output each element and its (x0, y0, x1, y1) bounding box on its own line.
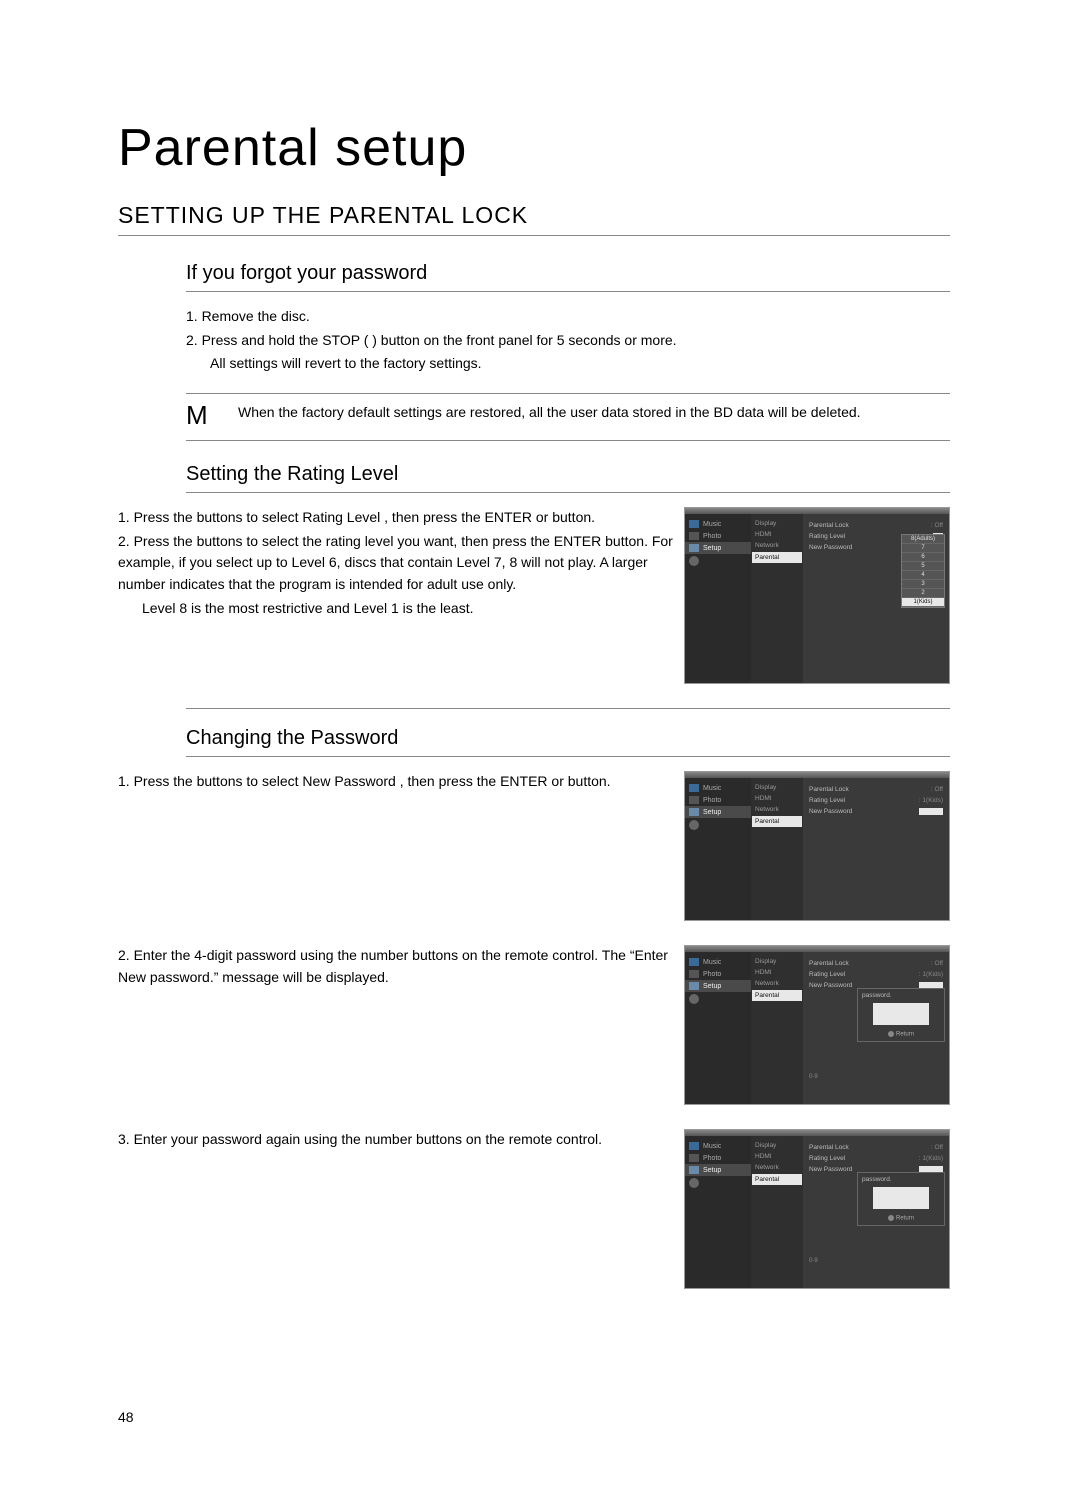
sidebar-item-setup: Setup (703, 809, 721, 816)
opt-label: New Password (809, 808, 852, 815)
mid-item-selected: Parental (752, 816, 802, 827)
opt-value: : 1(Kids) (919, 971, 943, 978)
num-hint: 0-9 (809, 1074, 818, 1080)
mid-item: Display (755, 1140, 799, 1151)
pw-label: password. (862, 992, 940, 999)
mid-item: Network (755, 804, 799, 815)
password-dialog: password. Return (857, 988, 945, 1042)
opt-value: : 1(Kids) (919, 797, 943, 804)
step-text: 1. Press the buttons to select Rating Le… (118, 507, 676, 529)
pw-label: password. (862, 1176, 940, 1183)
return-label: Return (888, 1031, 914, 1038)
opt-label: Parental Lock (809, 786, 849, 793)
opt-label: Rating Level (809, 533, 845, 540)
menu-screenshot-pw1: Music Photo Setup Display HDMI Network P… (684, 771, 950, 921)
mid-item: HDMI (755, 1151, 799, 1162)
sidebar-item-music: Music (703, 521, 721, 528)
mid-item: Display (755, 782, 799, 793)
rating-level-dropdown: 8(Adults) 7 6 5 4 3 2 1(Kids) (901, 534, 945, 608)
mid-item: HDMI (755, 967, 799, 978)
mid-item: HDMI (755, 529, 799, 540)
sidebar-item-music: Music (703, 785, 721, 792)
sidebar-item-music: Music (703, 1143, 721, 1150)
num-hint: 0-9 (809, 1258, 818, 1264)
step-text: 2. Press the buttons to select the ratin… (118, 531, 676, 596)
opt-label: Rating Level (809, 1155, 845, 1162)
forgot-steps: 1. Remove the disc. 2. Press and hold th… (186, 306, 950, 375)
opt-value: : Off (931, 960, 943, 967)
pw-input-box (873, 1187, 929, 1209)
step-text: Level 8 is the most restrictive and Leve… (142, 598, 676, 620)
section-heading: SETTING UP THE PARENTAL LOCK (118, 202, 950, 236)
sidebar-item-setup: Setup (703, 1167, 721, 1174)
opt-label: New Password (809, 1166, 852, 1173)
opt-label: Parental Lock (809, 1144, 849, 1151)
opt-value: : 1(Kids) (919, 1155, 943, 1162)
sidebar-item-photo: Photo (703, 971, 721, 978)
opt-label: New Password (809, 544, 852, 551)
note-block: M When the factory default settings are … (186, 393, 950, 441)
opt-label: New Password (809, 982, 852, 989)
note-icon: M (186, 402, 218, 428)
menu-screenshot-pw2: Music Photo Setup Display HDMI Network P… (684, 945, 950, 1105)
pw-input-box (873, 1003, 929, 1025)
page-number: 48 (118, 1409, 134, 1425)
sidebar-item-music: Music (703, 959, 721, 966)
mid-item-selected: Parental (752, 1174, 802, 1185)
sidebar-item-photo: Photo (703, 797, 721, 804)
mid-item: Network (755, 540, 799, 551)
step-text: All settings will revert to the factory … (210, 353, 950, 375)
sidebar-item-photo: Photo (703, 1155, 721, 1162)
sidebar-item-setup: Setup (703, 545, 721, 552)
opt-value: : Off (931, 1144, 943, 1151)
note-text: When the factory default settings are re… (238, 402, 861, 428)
rating-heading: Setting the Rating Level (186, 463, 950, 493)
step-text: 2. Press and hold the STOP ( ) button on… (186, 330, 950, 352)
opt-label: Parental Lock (809, 960, 849, 967)
mid-item: Network (755, 978, 799, 989)
mid-item-selected: Parental (752, 552, 802, 563)
opt-value: : Off (931, 786, 943, 793)
password-dialog: password. Return (857, 1172, 945, 1226)
menu-screenshot-rating: Music Photo Setup Display HDMI Network P… (684, 507, 950, 684)
sidebar-item-setup: Setup (703, 983, 721, 990)
return-label: Return (888, 1215, 914, 1222)
step-text: 1. Press the buttons to select New Passw… (118, 771, 676, 793)
step-text: 3. Enter your password again using the n… (118, 1129, 676, 1151)
opt-label: Rating Level (809, 797, 845, 804)
step-text: 2. Enter the 4-digit password using the … (118, 945, 676, 988)
opt-label: Parental Lock (809, 522, 849, 529)
mid-item: Display (755, 518, 799, 529)
sidebar-item-photo: Photo (703, 533, 721, 540)
mid-item: HDMI (755, 793, 799, 804)
step-text: 1. Remove the disc. (186, 306, 950, 328)
mid-item: Network (755, 1162, 799, 1173)
mid-item-selected: Parental (752, 990, 802, 1001)
password-heading: Changing the Password (186, 727, 950, 757)
mid-item: Display (755, 956, 799, 967)
menu-screenshot-pw3: Music Photo Setup Display HDMI Network P… (684, 1129, 950, 1289)
opt-value: : Off (931, 522, 943, 529)
opt-label: Rating Level (809, 971, 845, 978)
divider (186, 708, 950, 709)
page-title: Parental setup (118, 118, 950, 178)
forgot-heading: If you forgot your password (186, 262, 950, 292)
